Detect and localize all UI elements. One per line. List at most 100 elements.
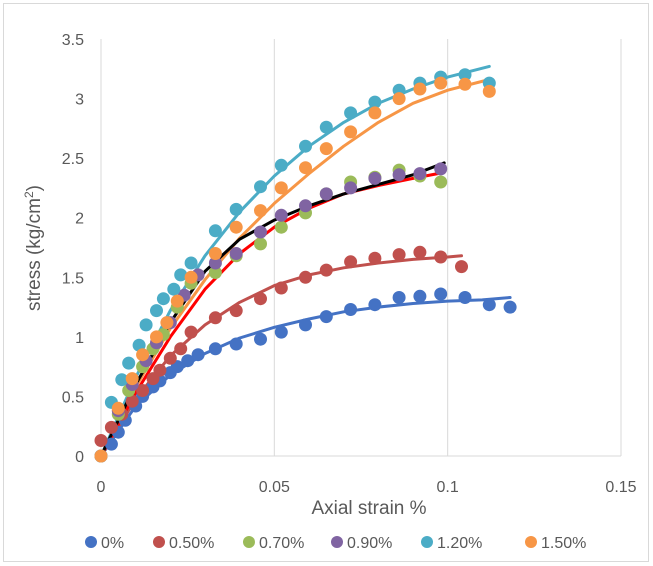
data-point-0.50% (104, 420, 118, 434)
data-point-1.50% (94, 449, 108, 463)
data-point-0% (319, 310, 333, 324)
y-tick-label: 3 (75, 92, 84, 109)
data-point-0.50% (344, 255, 358, 269)
data-point-1.20% (208, 224, 222, 238)
data-point-0.50% (319, 263, 333, 277)
data-point-1.50% (254, 204, 267, 218)
data-point-1.50% (150, 330, 163, 344)
y-tick-label: 3.5 (62, 32, 84, 49)
data-point-0% (482, 298, 496, 312)
data-point-1.20% (274, 158, 288, 172)
data-point-0% (254, 332, 267, 346)
y-tick-label: 2.5 (62, 151, 84, 168)
data-point-0.90% (229, 247, 243, 260)
legend-marker-1.50% (525, 536, 537, 548)
data-point-0.70% (434, 175, 448, 189)
data-point-0% (208, 342, 222, 356)
legend-label-1.50%: 1.50% (541, 535, 586, 552)
trendline-1.20% (99, 64, 491, 458)
data-point-0.50% (229, 304, 243, 318)
data-point-1.50% (344, 125, 358, 139)
legend-label-1.20%: 1.20% (437, 535, 482, 552)
data-point-0.90% (208, 256, 222, 270)
data-point-0.50% (94, 434, 108, 447)
data-point-0.90% (434, 162, 448, 176)
data-point-0.50% (163, 351, 177, 365)
data-point-0.50% (174, 342, 188, 356)
legend-marker-0% (85, 536, 97, 548)
y-tick-label: 1 (75, 330, 84, 347)
x-tick-labels: 0 0.05 0.1 0.15 (97, 479, 637, 496)
data-point-0.50% (274, 281, 288, 295)
data-point-0.90% (319, 187, 333, 201)
data-point-1.50% (136, 348, 150, 362)
data-point-0% (229, 337, 243, 351)
data-point-0% (274, 325, 288, 339)
legend-label-0%: 0% (101, 535, 124, 552)
data-point-1.50% (125, 372, 139, 386)
data-point-0% (392, 291, 406, 304)
legend-label-0.50%: 0.50% (169, 535, 214, 552)
data-point-0.50% (455, 260, 468, 274)
data-point-1.20% (319, 120, 333, 134)
data-point-1.50% (274, 181, 288, 195)
data-point-1.50% (319, 142, 333, 156)
data-point-0.50% (392, 248, 406, 262)
data-point-1.50% (482, 84, 496, 98)
y-tick-label: 0.5 (62, 389, 84, 406)
data-point-0.90% (299, 199, 312, 213)
data-point-1.20% (167, 282, 181, 296)
data-point-0% (503, 300, 517, 314)
data-point-0.90% (344, 181, 358, 195)
data-point-1.20% (174, 268, 188, 282)
data-point-1.50% (111, 401, 125, 415)
data-point-1.20% (299, 139, 312, 153)
data-point-0% (434, 287, 448, 301)
trendlines (99, 64, 512, 458)
data-point-1.50% (392, 92, 406, 106)
data-point-0.50% (153, 363, 167, 377)
data-point-0% (458, 291, 472, 304)
x-tick-label: 0.05 (259, 479, 290, 496)
chart-frame: 0 0.05 0.1 0.15 0 0.5 1 1.5 2 2.5 3 3.5 Axial stra… (3, 3, 649, 562)
data-point-1.20% (344, 106, 358, 120)
legend-marker-0.70% (243, 536, 255, 548)
trendline-1.50% (99, 78, 491, 458)
data-point-0.90% (254, 225, 267, 239)
data-point-1.50% (299, 161, 312, 175)
data-point-0.50% (299, 270, 312, 284)
data-point-0% (413, 289, 427, 303)
data-point-1.20% (115, 373, 129, 387)
data-point-0.50% (184, 325, 198, 339)
legend-marker-0.90% (331, 536, 343, 548)
legend: 0% 0.50% 0.70% 0.90% 1.20% 1.50% (85, 535, 586, 552)
data-point-0% (104, 437, 118, 451)
data-point-0% (368, 298, 382, 312)
data-point-1.50% (208, 247, 222, 260)
data-point-0.50% (208, 311, 222, 325)
data-point-0.50% (413, 245, 427, 259)
data-point-1.20% (184, 256, 198, 270)
data-point-0.90% (274, 208, 288, 222)
data-point-1.20% (139, 318, 153, 332)
data-point-1.50% (170, 294, 184, 308)
data-point-0% (299, 318, 312, 332)
y-tick-labels: 0 0.5 1 1.5 2 2.5 3 3.5 (62, 32, 84, 466)
x-axis-title: Axial strain % (311, 498, 426, 519)
data-point-1.50% (368, 106, 382, 120)
x-tick-label: 0 (97, 479, 106, 496)
data-point-1.50% (413, 82, 427, 96)
data-point-1.50% (458, 77, 472, 91)
data-point-1.20% (156, 292, 170, 306)
trendline-0.50% (99, 254, 463, 458)
data-point-0.90% (392, 168, 406, 182)
y-tick-label: 0 (75, 449, 84, 466)
data-point-0.50% (434, 250, 448, 264)
stress-strain-chart: 0 0.05 0.1 0.15 0 0.5 1 1.5 2 2.5 3 3.5 Axial stra… (22, 32, 637, 552)
data-point-0.50% (254, 292, 267, 306)
data-point-1.20% (122, 356, 136, 370)
data-point-1.50% (160, 316, 174, 330)
data-point-1.50% (434, 76, 448, 90)
data-point-1.20% (458, 68, 472, 82)
legend-marker-1.20% (421, 536, 433, 548)
